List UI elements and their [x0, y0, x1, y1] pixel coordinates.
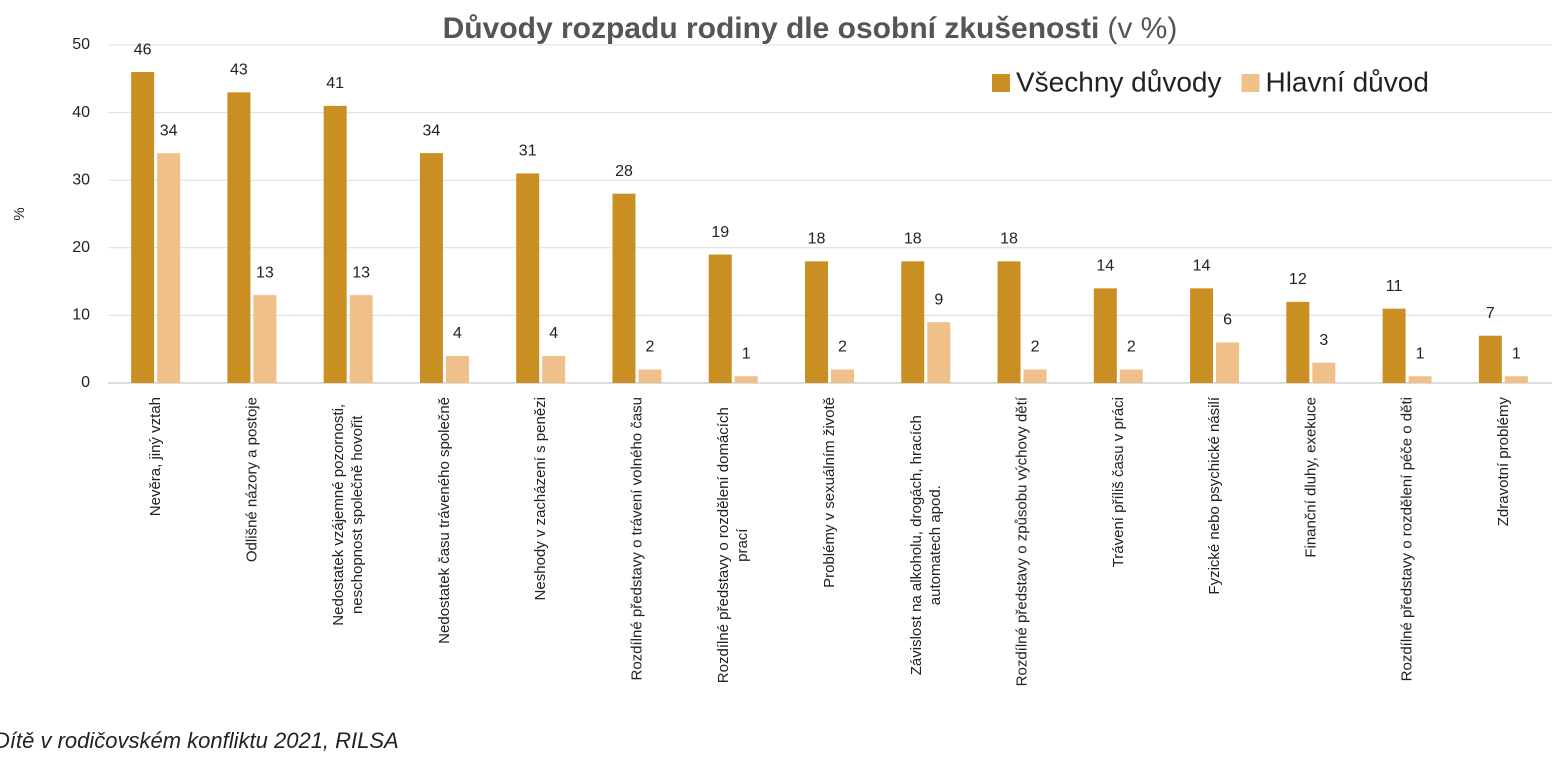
bar: [1504, 376, 1528, 383]
legend-swatch: [992, 74, 1010, 92]
bar: [1093, 288, 1117, 383]
data-label: 43: [230, 62, 248, 79]
y-axis-label: %: [11, 207, 28, 220]
x-tick-label: Rozdílné představy o trávení volného čas…: [628, 397, 645, 681]
bar: [323, 105, 347, 383]
data-label: 18: [808, 231, 826, 248]
x-tick-label: Nedostatek vzájemné pozornosti, neschopno…: [330, 404, 366, 626]
x-tick-label: Rozdílné představy o rozdělení péče o dě…: [1399, 397, 1416, 681]
y-tick-label: 30: [72, 171, 90, 188]
data-label: 4: [453, 325, 462, 342]
data-label: 19: [711, 224, 729, 241]
data-label: 6: [1223, 312, 1232, 329]
data-label: 34: [423, 122, 441, 139]
x-tick-label: Zdravotní problémy: [1495, 397, 1512, 527]
x-tick-label: Nevěra, jiný vztah: [147, 397, 164, 516]
data-label: 14: [1096, 258, 1114, 275]
x-tick-label: Trávení příliš času v práci: [1110, 397, 1127, 567]
chart-title-group: Důvody rozpadu rodiny dle osobní zkušeno…: [443, 12, 1178, 45]
data-label: 18: [904, 231, 922, 248]
bar: [612, 193, 636, 383]
y-tick-label: 0: [81, 374, 90, 391]
legend-swatch: [1241, 74, 1260, 92]
bar: [1216, 342, 1240, 383]
chart-subtitle: (v %): [1107, 12, 1177, 45]
bar: [1382, 308, 1406, 383]
data-label: 13: [256, 264, 274, 281]
data-label: 41: [326, 75, 344, 92]
y-tick-label: 10: [72, 307, 90, 324]
x-tick-label: Závislost na alkoholu, drogách, hracích a…: [908, 415, 944, 675]
bar: [1190, 288, 1214, 383]
data-label: 12: [1289, 271, 1307, 288]
bar: [516, 173, 540, 383]
data-label: 2: [838, 339, 847, 356]
bar: [445, 355, 469, 383]
data-label: 2: [646, 339, 655, 356]
data-label: 14: [1193, 258, 1211, 275]
bar: [1478, 335, 1502, 383]
data-label: 18: [1000, 231, 1018, 248]
data-label: 1: [1512, 345, 1521, 362]
data-label: 1: [742, 345, 751, 362]
x-tick-label: Rozdílné představy o způsobu výchovy dět…: [1014, 396, 1031, 686]
bar: [131, 72, 155, 383]
data-label: 28: [615, 163, 633, 180]
bar: [831, 369, 854, 383]
bar: [734, 376, 758, 383]
data-label: 2: [1031, 339, 1040, 356]
bar: [542, 355, 566, 383]
chart-title: Důvody rozpadu rodiny dle osobní zkušeno…: [443, 12, 1100, 45]
data-label: 46: [134, 41, 152, 58]
bar: [805, 261, 828, 383]
data-label: 2: [1127, 339, 1136, 356]
data-label: 4: [549, 325, 558, 342]
bar: [638, 369, 662, 383]
data-label: 31: [519, 143, 537, 160]
data-label: 7: [1486, 305, 1495, 322]
legend-label: Všechny důvody: [1016, 66, 1221, 97]
x-tick-label: Odlišné názory a postoje: [243, 397, 260, 562]
data-label: 9: [934, 291, 943, 308]
bar: [1023, 369, 1047, 383]
data-label: 13: [352, 264, 370, 281]
bar: [997, 261, 1021, 383]
y-tick-label: 50: [72, 36, 90, 53]
bar: [349, 295, 373, 383]
x-tick-label: Rozdílné představy o rozdělení domácích p…: [715, 407, 751, 683]
data-label: 1: [1416, 345, 1425, 362]
x-tick-label: Problémy v sexuálním životě: [821, 397, 838, 588]
bar: [1119, 369, 1143, 383]
y-tick-label: 20: [72, 239, 90, 256]
bar: [419, 153, 443, 383]
x-tick-label: Neshody v zacházení s penězi: [532, 397, 549, 600]
legend-label: Hlavní důvod: [1265, 66, 1428, 97]
source: Dítě v rodičovském konfliktu 2021, RILSA: [0, 728, 399, 753]
bar: [1312, 362, 1336, 383]
data-label: 34: [160, 122, 178, 139]
bar: [927, 322, 951, 383]
bar: [227, 92, 251, 383]
bar: [1408, 376, 1432, 383]
x-tick-label: Nedostatek času tráveného společně: [436, 397, 453, 644]
x-tick-label: Fyzické nebo psychické násilí: [1206, 396, 1223, 594]
y-tick-label: 40: [72, 104, 90, 121]
x-tick-label: Finanční dluhy, exekuce: [1302, 397, 1319, 558]
data-label: 3: [1319, 332, 1328, 349]
bar: [253, 295, 277, 383]
bar: [157, 153, 181, 383]
bar: [1286, 301, 1310, 383]
bar: [708, 254, 732, 383]
bar: [901, 261, 925, 383]
data-label: 11: [1386, 278, 1403, 295]
